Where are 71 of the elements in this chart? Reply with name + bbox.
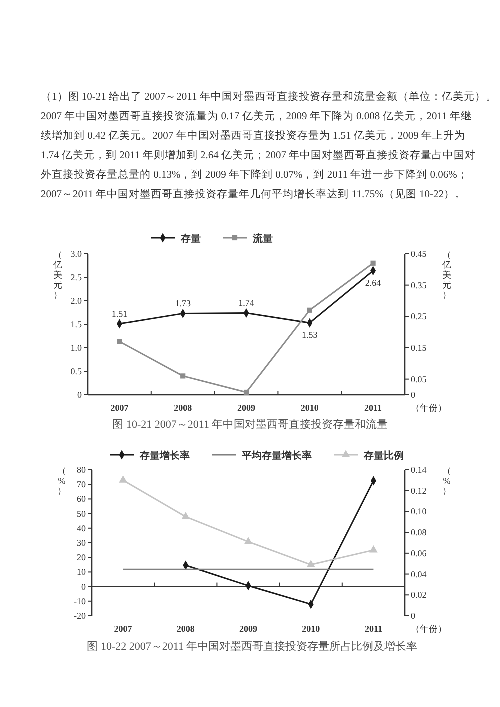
y2-tick-label: 0.04 [411,569,428,580]
y-tick-label: 50 [77,508,86,519]
legend-label: 存量增长率 [139,450,190,462]
legend-label: 存量 [180,233,201,245]
y-tick-label: 20 [77,552,86,563]
data-label: 1.73 [175,298,192,309]
legend-label: 平均存量增长率 [241,450,312,462]
point [182,512,190,520]
y-tick-label: 3.0 [70,249,82,259]
y2-tick-label: 0.14 [411,465,428,475]
data-label: 1.51 [112,309,128,320]
x-tick-label: 2009 [238,403,256,413]
x-tick-label: 2008 [176,624,196,634]
y2-tick-label: 0.15 [411,343,428,353]
y-axis-title: （亿美元） [52,250,62,300]
data-label: 1.53 [302,330,318,340]
point [370,260,376,266]
text: 图 10-22 2007～2011 年中国对墨西哥直接投资存量所占比例及增长率 [87,640,418,653]
x-tick-label: 2011 [364,403,383,413]
point [244,537,253,544]
point [306,560,316,568]
y2-tick-label: 0.25 [411,312,428,322]
y2-axis-title: （%） [442,466,452,496]
x-tick-label: 2009 [240,624,258,634]
y2-tick-label: 0.08 [411,528,428,538]
y-tick-label: 0.5 [70,366,82,376]
x-axis-title: （年份） [411,624,447,634]
legend-label: 存量比例 [363,450,404,462]
data-label: 2.64 [365,278,382,288]
x-axis-title: （年份） [411,403,447,413]
y2-tick-label: 0.02 [411,590,427,600]
y-tick-label: 0 [78,390,82,400]
y-tick-label: 60 [77,494,86,504]
y-tick-label: 10 [77,567,86,578]
point [117,339,122,344]
y-tick-label: 1.0 [70,343,82,353]
x-tick-label: 2007 [114,624,133,634]
y-tick-label: 30 [77,538,86,548]
y2-tick-label: 0.05 [411,374,428,384]
y2-tick-label: 0 [411,611,416,621]
y2-tick-label: 0.35 [411,280,428,290]
y-tick-label: 1.5 [70,320,82,330]
y-tick-label: 2.5 [70,272,82,282]
y2-tick-label: 0.10 [411,506,428,517]
x-tick-label: 2010 [300,403,320,413]
point [180,374,186,379]
y-tick-label: -20 [74,611,86,621]
y-tick-label: 80 [77,465,86,475]
y-tick-label: 40 [77,523,86,534]
y-axis-title: （%） [58,466,66,496]
point [307,308,312,313]
point [244,390,250,396]
y2-tick-label: 0.06 [411,548,428,558]
y-tick-label: 70 [77,480,86,490]
point [119,476,128,483]
text: 图 10-21 2007～2011 年中国对墨西哥直接投资存量和流量 [112,418,388,431]
point [370,545,378,553]
y-tick-label: 2.0 [70,296,82,306]
x-tick-label: 2008 [174,403,193,413]
x-tick-label: 2010 [302,624,321,634]
y-tick-label: 0 [82,582,86,592]
data-label: 1.74 [238,298,255,308]
x-tick-label: 2007 [110,403,130,413]
x-tick-label: 2011 [364,624,383,634]
y2-tick-label: 0.12 [411,486,427,496]
y2-tick-label: 0 [411,390,416,400]
y2-tick-label: 0.45 [411,249,428,259]
y-tick-label: -10 [74,596,86,606]
text: （1）图 10-21 给出了 2007～2011 年中国对墨西哥直接投资存量和流量金额（单位：亿美元）。2007 年中国对墨西哥直接投资流量为 0.17 亿美元，2009 年下降为 0.008 亿美元，2011 年继续增加到 0.42 亿美元。2007 年中国对墨西哥直接投资存量为 1.51 亿美元，2009 年上升为 1.74 亿美元，到 2011 年则增加到 2.64 亿美元；2007 年中国对墨西哥直接投资存量占中国对外直接投资存量总量的 0.13%，到 2009 年下降到 0.07%，到 2011 年进一步下降到 0.06%；2007～2011 年中国对墨西哥直接投资存量年几何平均增长率达到 11.75%（见图 10-22）。 [41,90,497,200]
y2-axis-title: （亿美元） [442,250,452,300]
legend-label: 流量 [252,233,273,245]
